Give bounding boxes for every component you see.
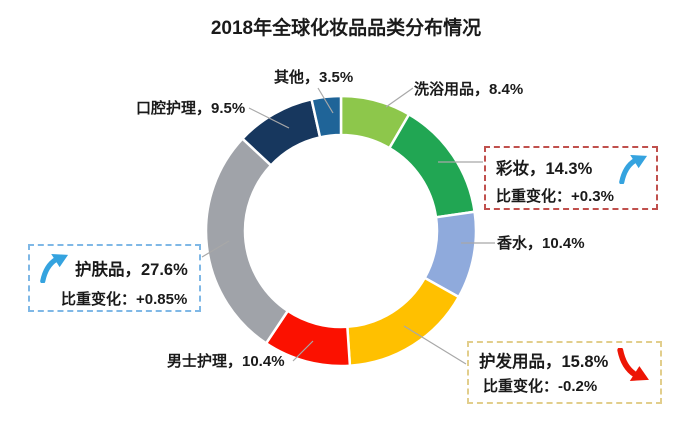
chart-title: 2018年全球化妆品品类分布情况 [210,18,482,39]
leader-line-oral [248,107,290,129]
pie-label-oral: 口腔护理，9.5% [136,100,246,117]
donut-segment-haircare [346,276,460,367]
pie-label-mens: 男士护理，10.4% [167,353,285,370]
callout-makeup-title: 彩妆，14.3% [496,160,593,178]
leader-lines [201,87,495,365]
callout-haircare-change: 比重变化：-0.2% [483,378,598,395]
trend-up-arrow-icon [618,154,648,184]
leader-line-mens [292,340,314,362]
leader-line-shower [385,87,414,108]
callout-haircare-title: 护发用品，15.8% [479,353,609,371]
pie-label-perfume: 香水，10.4% [497,235,585,252]
donut-segment-makeup [388,113,476,219]
donut-segment-skincare [204,137,289,345]
pie-label-shower: 洗浴用品，8.4% [414,81,524,98]
trend-down-arrow-icon [616,348,650,382]
callout-haircare: 护发用品，15.8% 比重变化：-0.2% [467,341,662,404]
callout-makeup-change: 比重变化：+0.3% [496,188,614,205]
callout-makeup: 彩妆，14.3% 比重变化：+0.3% [484,146,658,210]
callout-skincare-change: 比重变化：+0.85% [61,291,188,308]
callout-skincare: 护肤品，27.6% 比重变化：+0.85% [28,244,201,312]
donut-segment-other [310,94,343,139]
trend-up-arrow-icon [39,253,69,283]
callout-skincare-title: 护肤品，27.6% [75,261,188,279]
donut-segments [204,94,478,368]
pie-label-other: 其他，3.5% [274,69,354,86]
leader-line-skincare [201,240,230,258]
leader-line-haircare [403,325,467,365]
leader-line-other [317,87,334,114]
